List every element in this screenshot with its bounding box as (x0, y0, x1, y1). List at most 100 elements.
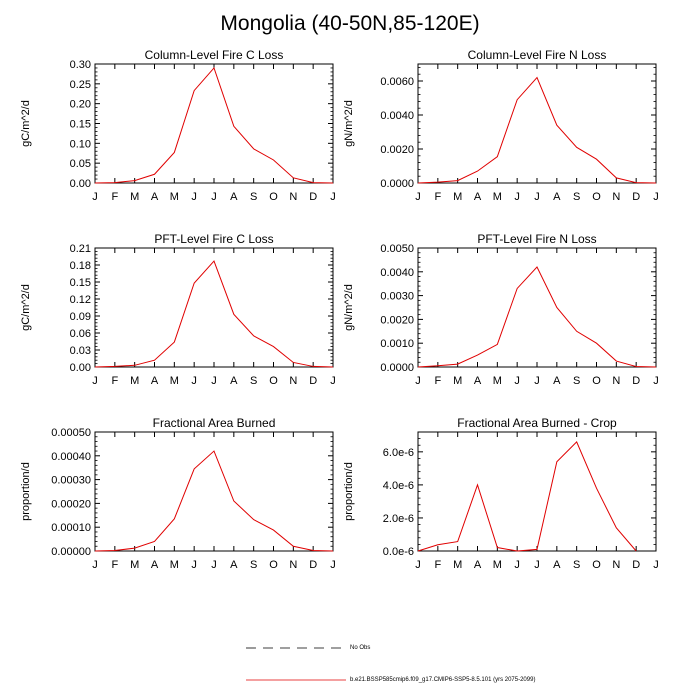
x-tick-label: J (415, 559, 421, 571)
x-tick-label: O (269, 559, 278, 571)
y-axis-label: gN/m^2/d (343, 284, 355, 331)
panel-title: Column-Level Fire C Loss (145, 48, 284, 62)
x-tick-label: D (632, 559, 640, 571)
x-tick-label: J (653, 191, 659, 203)
y-tick-label: 0.09 (70, 311, 91, 323)
y-axis-label: gC/m^2/d (20, 100, 32, 147)
y-axis-label: gC/m^2/d (20, 284, 32, 331)
series-line (417, 441, 637, 552)
x-tick-label: M (453, 191, 462, 203)
x-tick-label: J (92, 191, 98, 203)
page-title: Mongolia (40-50N,85-120E) (220, 12, 480, 35)
x-tick-label: J (415, 191, 421, 203)
y-axis-label: gN/m^2/d (343, 100, 355, 147)
chart-panel-6: Fractional Area Burned - Crop proportion/… (343, 416, 659, 571)
legend-swatch-solid (246, 679, 346, 681)
x-tick-label: N (612, 375, 620, 387)
y-tick-label: 0.0030 (380, 291, 414, 303)
x-tick-label: A (553, 559, 561, 571)
x-tick-label: M (453, 375, 462, 387)
legend-no-obs: No Obs (246, 644, 370, 652)
x-tick-label: A (230, 191, 238, 203)
x-tick-label: D (309, 191, 317, 203)
y-tick-label: 0.15 (70, 119, 91, 131)
y-tick-label: 0.0e-6 (383, 546, 414, 558)
x-tick-label: J (330, 191, 336, 203)
x-tick-label: J (653, 375, 659, 387)
x-tick-label: A (151, 191, 159, 203)
x-tick-label: J (92, 559, 98, 571)
panel-title: Fractional Area Burned - Crop (457, 416, 617, 430)
x-tick-label: M (130, 375, 139, 387)
x-tick-label: J (211, 375, 217, 387)
y-tick-label: 0.0010 (380, 338, 414, 350)
x-tick-label: F (111, 375, 118, 387)
y-tick-label: 0.00 (70, 178, 91, 190)
y-tick-label: 0.00050 (51, 427, 91, 439)
x-tick-label: J (415, 375, 421, 387)
x-tick-label: A (553, 191, 561, 203)
series-line (417, 266, 657, 368)
y-tick-label: 0.0000 (380, 362, 414, 374)
x-tick-label: D (309, 559, 317, 571)
x-tick-label: O (269, 191, 278, 203)
x-tick-label: N (612, 191, 620, 203)
x-tick-label: A (474, 191, 482, 203)
series-line (94, 66, 334, 184)
x-tick-label: D (309, 375, 317, 387)
y-tick-label: 0.20 (70, 99, 91, 111)
chart-panel-3: PFT-Level Fire C Loss gC/m^2/d 0.00 0.03 0.0… (20, 232, 336, 387)
x-tick-label: O (269, 375, 278, 387)
x-tick-label: O (592, 191, 601, 203)
x-tick-label: J (211, 559, 217, 571)
x-tick-label: S (573, 191, 580, 203)
chart-panel-4: PFT-Level Fire N Loss gN/m^2/d 0.0000 0.001… (343, 232, 659, 387)
x-tick-label: A (474, 375, 482, 387)
series-line (417, 76, 657, 184)
x-tick-label: S (573, 559, 580, 571)
x-tick-label: J (534, 375, 540, 387)
y-tick-label: 0.0040 (380, 110, 414, 122)
legend-label-model: b.e21.BSSP585cmip6.f09_g17.CMIP6-SSP5-8.… (350, 677, 536, 683)
x-tick-label: A (474, 559, 482, 571)
x-tick-label: F (111, 559, 118, 571)
chart-panel-2: Column-Level Fire N Loss gN/m^2/d 0.0000 0.… (343, 48, 659, 203)
x-tick-label: A (230, 375, 238, 387)
x-tick-label: M (493, 559, 502, 571)
panel-title: Column-Level Fire N Loss (468, 48, 607, 62)
x-tick-label: M (130, 191, 139, 203)
plot-frame (417, 63, 657, 184)
plot-frame (94, 247, 334, 368)
x-tick-label: A (230, 559, 238, 571)
x-tick-label: M (130, 559, 139, 571)
y-tick-label: 2.0e-6 (383, 513, 414, 525)
y-tick-label: 0.25 (70, 79, 91, 91)
x-tick-label: J (514, 191, 520, 203)
x-tick-label: J (191, 191, 197, 203)
y-tick-label: 0.21 (70, 243, 91, 255)
y-tick-label: 4.0e-6 (383, 480, 414, 492)
y-tick-label: 0.00040 (51, 451, 91, 463)
x-tick-label: F (434, 191, 441, 203)
x-tick-label: M (453, 559, 462, 571)
panel-title: PFT-Level Fire N Loss (477, 232, 596, 246)
x-tick-label: O (592, 375, 601, 387)
x-tick-label: N (289, 375, 297, 387)
y-tick-label: 0.18 (70, 260, 91, 272)
series-line (94, 260, 334, 368)
y-tick-label: 0.0040 (380, 267, 414, 279)
y-tick-label: 6.0e-6 (383, 447, 414, 459)
plot-frame (94, 63, 334, 184)
x-tick-label: J (534, 559, 540, 571)
y-tick-label: 0.05 (70, 158, 91, 170)
chart-panel-5: Fractional Area Burned proportion/d 0.0000… (20, 416, 336, 571)
x-tick-label: F (111, 191, 118, 203)
x-tick-label: S (573, 375, 580, 387)
y-tick-label: 0.00030 (51, 475, 91, 487)
y-tick-label: 0.00 (70, 362, 91, 374)
x-tick-label: J (534, 191, 540, 203)
y-tick-label: 0.0060 (380, 76, 414, 88)
x-tick-label: D (632, 191, 640, 203)
x-tick-label: M (170, 191, 179, 203)
x-tick-label: J (191, 375, 197, 387)
